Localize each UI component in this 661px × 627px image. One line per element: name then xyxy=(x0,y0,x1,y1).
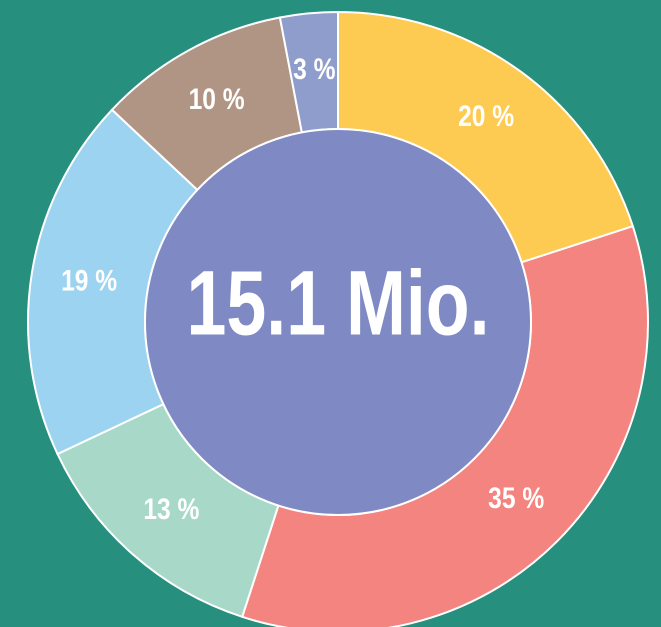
label-group: 20 % xyxy=(458,99,514,133)
center-circle xyxy=(144,128,532,516)
center-group: 15.1 Mio. xyxy=(186,252,489,355)
value-label: 10 % xyxy=(189,82,245,116)
center-label: 15.1 Mio. xyxy=(186,252,489,355)
label-group: 13 % xyxy=(143,492,199,526)
label-group: 35 % xyxy=(488,481,544,515)
label-group: 19 % xyxy=(61,263,117,297)
value-label: 13 % xyxy=(143,492,199,526)
value-label: 19 % xyxy=(61,263,117,297)
label-group: 10 % xyxy=(189,82,245,116)
label-group: 3 % xyxy=(293,52,335,86)
value-label: 3 % xyxy=(293,52,335,86)
value-label: 35 % xyxy=(488,481,544,515)
value-label: 20 % xyxy=(458,99,514,133)
